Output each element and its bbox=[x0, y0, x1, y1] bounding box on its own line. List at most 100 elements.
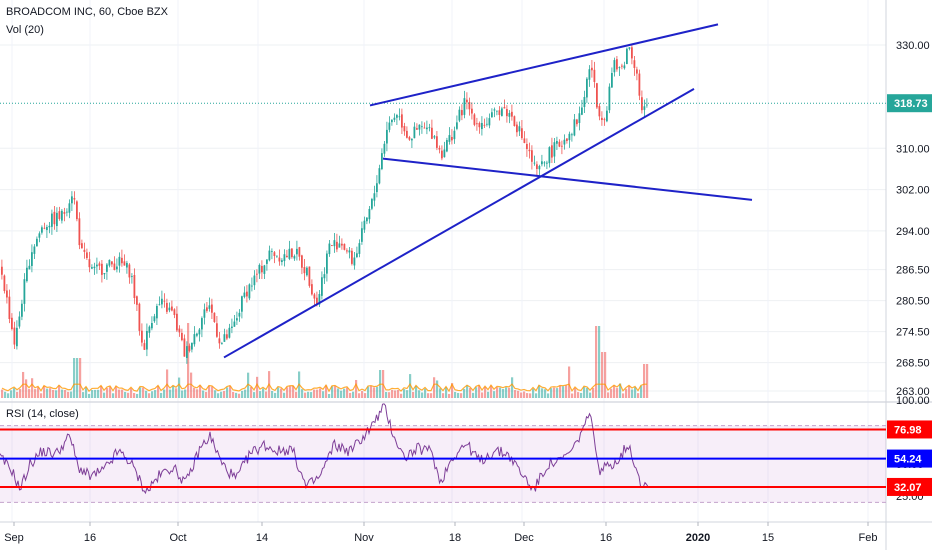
volume-bar bbox=[454, 391, 457, 398]
candle bbox=[173, 308, 176, 319]
volume-bar bbox=[643, 364, 646, 398]
candle bbox=[533, 155, 536, 166]
candle bbox=[196, 332, 198, 338]
volume-bar bbox=[322, 391, 325, 398]
price-tick-label: 263.00 bbox=[896, 386, 930, 398]
volume-bar bbox=[262, 388, 265, 398]
candle bbox=[601, 111, 603, 126]
volume-bar bbox=[136, 393, 139, 398]
candle bbox=[543, 161, 546, 167]
volume-bar bbox=[457, 392, 460, 398]
candle bbox=[526, 138, 528, 157]
price-tick-label: 286.50 bbox=[896, 265, 930, 277]
candle bbox=[463, 90, 466, 119]
candle bbox=[503, 99, 506, 109]
candle bbox=[428, 123, 431, 132]
candle bbox=[133, 268, 136, 305]
candle bbox=[411, 137, 413, 148]
candle bbox=[501, 106, 503, 117]
volume-bar bbox=[439, 388, 442, 398]
candle bbox=[1, 259, 3, 280]
volume-bar bbox=[157, 385, 160, 398]
volume-bar bbox=[58, 385, 61, 398]
volume-bar bbox=[313, 389, 316, 398]
candle bbox=[636, 66, 638, 81]
chart-title: BROADCOM INC, 60, Cboe BZX bbox=[6, 6, 168, 18]
volume-bar bbox=[448, 393, 451, 398]
candle bbox=[633, 56, 636, 76]
volume-bar bbox=[556, 388, 559, 398]
rsi-level-tag bbox=[887, 449, 932, 468]
candle bbox=[491, 108, 493, 118]
time-tick-label: 14 bbox=[256, 532, 268, 544]
volume-bar bbox=[412, 391, 415, 398]
volume-bar bbox=[388, 392, 391, 398]
candle bbox=[293, 254, 296, 261]
volume-bar bbox=[301, 389, 304, 398]
volume-bar bbox=[7, 393, 10, 398]
volume-bar bbox=[640, 385, 643, 398]
volume-bar bbox=[292, 386, 295, 398]
volume-bar bbox=[352, 391, 355, 398]
volume-bar bbox=[121, 389, 124, 398]
volume-bar bbox=[418, 390, 421, 398]
candle bbox=[553, 138, 556, 164]
volume-bar bbox=[85, 387, 88, 398]
time-tick-label: 16 bbox=[84, 532, 96, 544]
volume-bar bbox=[88, 393, 91, 398]
volume-ma-line bbox=[1, 382, 647, 393]
volume-bar bbox=[622, 393, 625, 398]
volume-bar bbox=[259, 391, 262, 398]
candle bbox=[251, 277, 253, 292]
volume-bar bbox=[346, 387, 349, 398]
volume-bar bbox=[238, 393, 241, 398]
candle bbox=[18, 311, 21, 329]
volume-bar bbox=[52, 389, 55, 398]
candle bbox=[393, 113, 396, 123]
candle bbox=[351, 248, 353, 266]
candle bbox=[53, 206, 56, 230]
volume-bar bbox=[613, 385, 616, 398]
candle bbox=[31, 244, 33, 273]
volume-bar bbox=[253, 392, 256, 398]
candle bbox=[113, 256, 116, 271]
candle bbox=[153, 313, 156, 323]
candle bbox=[496, 110, 498, 116]
candle bbox=[6, 284, 8, 304]
candle bbox=[363, 216, 366, 233]
candle bbox=[588, 65, 591, 87]
candle bbox=[638, 69, 641, 101]
candle bbox=[558, 139, 561, 148]
volume-bar bbox=[397, 389, 400, 398]
candle bbox=[596, 82, 598, 110]
candle bbox=[478, 121, 481, 134]
volume-bar bbox=[124, 391, 127, 398]
volume-bar bbox=[202, 390, 205, 398]
volume-bar bbox=[562, 386, 565, 398]
candle bbox=[126, 260, 128, 274]
candle bbox=[93, 262, 96, 275]
rsi-level-tag-label: 76.98 bbox=[894, 424, 922, 436]
candle bbox=[33, 244, 36, 259]
candle bbox=[56, 207, 58, 233]
volume-bar bbox=[511, 377, 514, 398]
volume-bar bbox=[361, 391, 364, 398]
candle bbox=[96, 257, 98, 274]
time-tick-label: 2020 bbox=[686, 532, 710, 544]
price-tick-label: 268.50 bbox=[896, 358, 930, 370]
volume-bar bbox=[472, 392, 475, 398]
candle bbox=[628, 47, 631, 51]
volume-bar bbox=[214, 390, 217, 398]
candle bbox=[536, 161, 538, 176]
candle bbox=[118, 252, 121, 273]
volume-bar bbox=[319, 388, 322, 398]
candle bbox=[253, 270, 256, 290]
candle bbox=[258, 263, 261, 279]
volume-bar bbox=[532, 388, 535, 398]
time-tick-label: 15 bbox=[762, 532, 774, 544]
candle bbox=[266, 259, 268, 271]
candle bbox=[218, 332, 221, 349]
volume-bar bbox=[550, 388, 553, 398]
candle bbox=[256, 269, 258, 283]
time-tick-label: Oct bbox=[169, 532, 186, 544]
